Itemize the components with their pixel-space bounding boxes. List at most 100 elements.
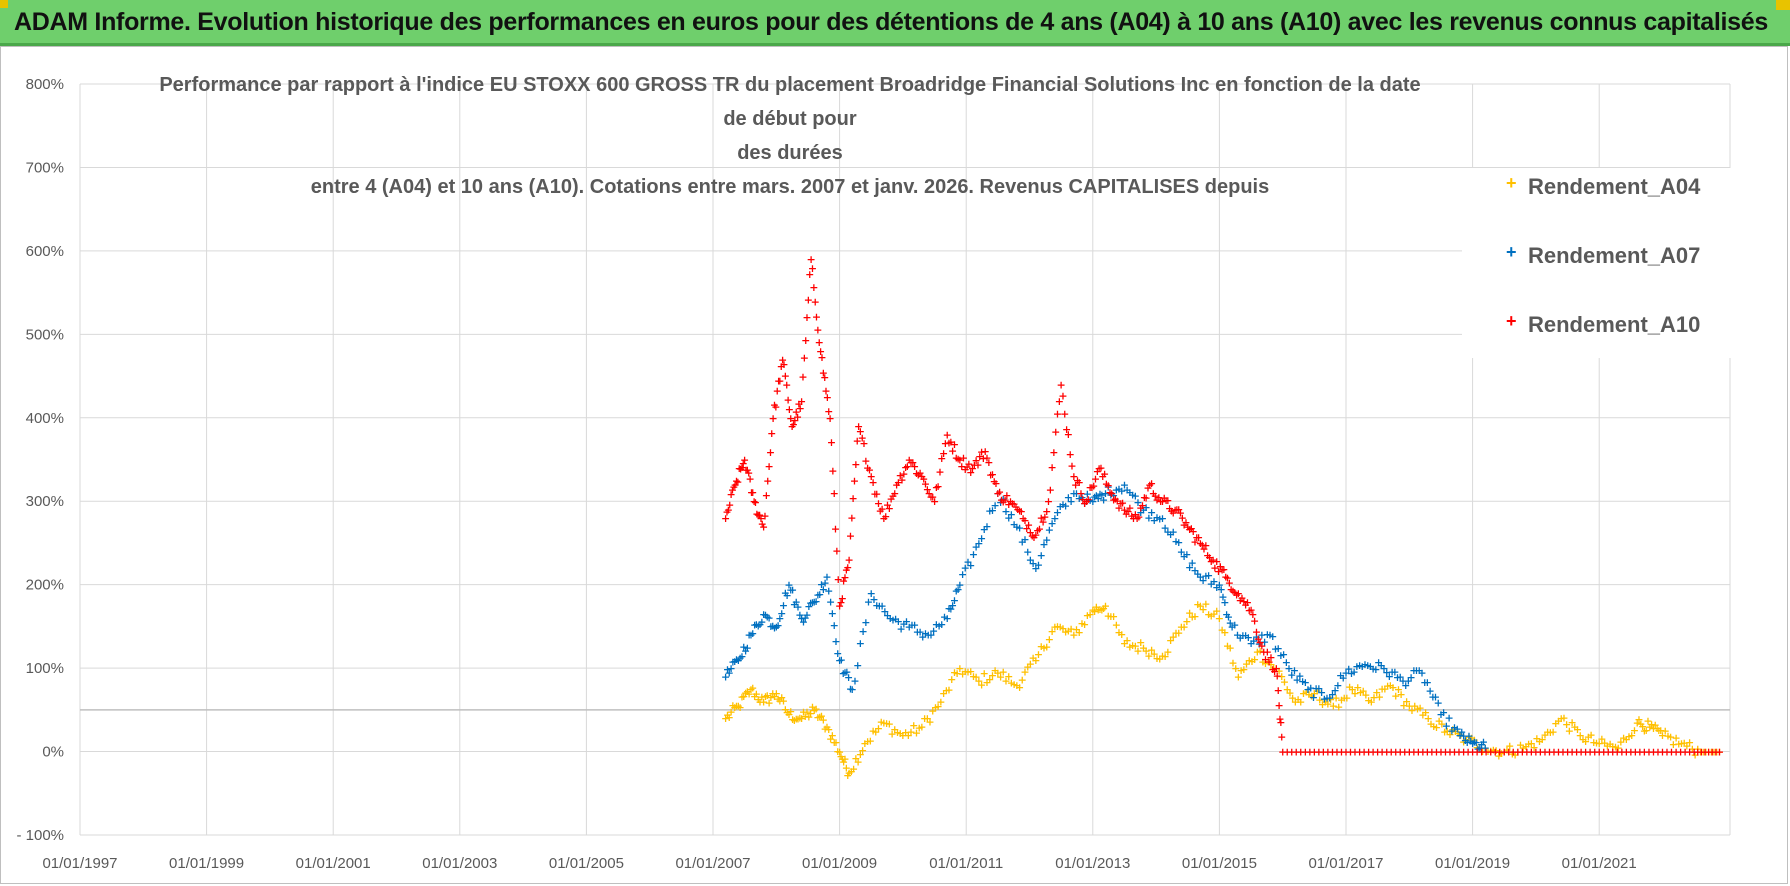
data-point-interp: + [1635, 746, 1644, 759]
data-point: + [1158, 512, 1167, 525]
data-point-interp: + [883, 609, 892, 622]
data-point-interp: + [1008, 497, 1017, 510]
data-point-interp: + [1136, 636, 1145, 649]
data-point-interp: + [1144, 512, 1153, 525]
data-point: + [1145, 479, 1154, 492]
data-point-interp: + [1475, 741, 1484, 754]
data-point-interp: + [1083, 609, 1092, 622]
data-point-interp: + [842, 665, 851, 678]
data-point-interp: + [819, 583, 828, 596]
data-point-interp: + [1138, 499, 1147, 512]
data-point-interp: + [1562, 718, 1571, 731]
data-point: + [1215, 579, 1224, 592]
data-point-interp: + [726, 705, 735, 718]
data-point-interp: + [1015, 681, 1024, 694]
data-point-interp: + [888, 489, 897, 502]
data-point-interp: + [1002, 489, 1011, 502]
data-point-interp: + [856, 425, 865, 438]
data-point-interp: + [901, 461, 910, 474]
data-point-interp: + [1674, 738, 1683, 751]
data-point-interp: + [1440, 726, 1449, 739]
data-point-interp: + [1622, 733, 1631, 746]
data-point-interp: + [1454, 727, 1463, 740]
data-point-interp: + [800, 352, 809, 365]
data-point-interp: + [982, 676, 991, 689]
data-point-interp: + [1167, 505, 1176, 518]
data-point-interp: + [877, 715, 886, 728]
data-point-interp: + [1554, 715, 1563, 728]
data-point-interp: + [766, 620, 775, 633]
data-point-interp: + [907, 619, 916, 632]
data-point-interp: + [1622, 746, 1631, 759]
data-point-interp: + [1099, 493, 1108, 506]
data-point-interp: + [1010, 518, 1019, 531]
data-point-interp: + [853, 659, 862, 672]
data-point: + [1234, 587, 1243, 600]
data-point-interp: + [1243, 596, 1252, 609]
data-point-interp: + [783, 706, 792, 719]
data-point-interp: + [1459, 746, 1468, 759]
data-point-interp: + [802, 706, 811, 719]
data-point-interp: + [952, 451, 961, 464]
data-point-interp: + [809, 281, 818, 294]
data-point-interp: + [1640, 746, 1649, 759]
data-point: + [810, 595, 819, 608]
data-point-interp: + [775, 612, 784, 625]
data-point-interp: + [1302, 686, 1311, 699]
data-point-interp: + [1307, 689, 1316, 702]
data-point: + [1626, 746, 1635, 759]
x-tick-label: 01/01/1999 [169, 855, 244, 872]
data-point-interp: + [1285, 687, 1294, 700]
data-point-interp: + [850, 674, 859, 687]
data-point-interp: + [1185, 606, 1194, 619]
data-point-interp: + [1572, 746, 1581, 759]
data-point-interp: + [828, 464, 837, 477]
data-point: + [835, 600, 844, 613]
x-tick-label: 01/01/2019 [1435, 855, 1510, 872]
data-point-interp: + [1096, 461, 1105, 474]
data-point-interp: + [1066, 495, 1075, 508]
data-point-interp: + [909, 719, 918, 732]
data-point-interp: + [1457, 726, 1466, 739]
data-point-interp: + [1060, 408, 1069, 421]
data-point-interp: + [986, 469, 995, 482]
data-point-interp: + [1230, 586, 1239, 599]
data-point: + [1227, 620, 1236, 633]
data-point-interp: + [1382, 746, 1391, 759]
data-point-interp: + [990, 475, 999, 488]
data-point-interp: + [1140, 491, 1149, 504]
data-point-interp: + [764, 611, 773, 624]
data-point-interp: + [1356, 686, 1365, 699]
data-point-interp: + [1055, 395, 1064, 408]
data-point: + [1031, 654, 1040, 667]
data-point-interp: + [957, 460, 966, 473]
data-point-interp: + [1114, 502, 1123, 515]
data-point-interp: + [756, 512, 765, 525]
data-point-interp: + [999, 496, 1008, 509]
data-point-interp: + [1617, 746, 1626, 759]
data-point-interp: + [840, 752, 849, 765]
data-point-interp: + [741, 645, 750, 658]
data-point-interp: + [1018, 674, 1027, 687]
data-point-interp: + [1207, 610, 1216, 623]
data-point-interp: + [1245, 654, 1254, 667]
data-point-interp: + [833, 647, 842, 660]
data-point-interp: + [821, 723, 830, 736]
data-point-interp: + [1104, 479, 1113, 492]
data-point-interp: + [1567, 716, 1576, 729]
data-point-interp: + [997, 494, 1006, 507]
data-point-interp: + [725, 498, 734, 511]
data-point-interp: + [877, 502, 886, 515]
data-point-interp: + [1216, 560, 1225, 573]
data-point-interp: + [773, 619, 782, 632]
data-point-interp: + [1388, 665, 1397, 678]
data-point-interp: + [811, 296, 820, 309]
data-point-interp: + [748, 681, 757, 694]
data-point-interp: + [937, 618, 946, 631]
data-point-interp: + [858, 431, 867, 444]
data-point-interp: + [1212, 581, 1221, 594]
data-point-interp: + [991, 499, 1000, 512]
grid-lines [79, 83, 1731, 836]
x-tick-label: 01/01/1997 [42, 855, 117, 872]
data-point-interp: + [775, 375, 784, 388]
